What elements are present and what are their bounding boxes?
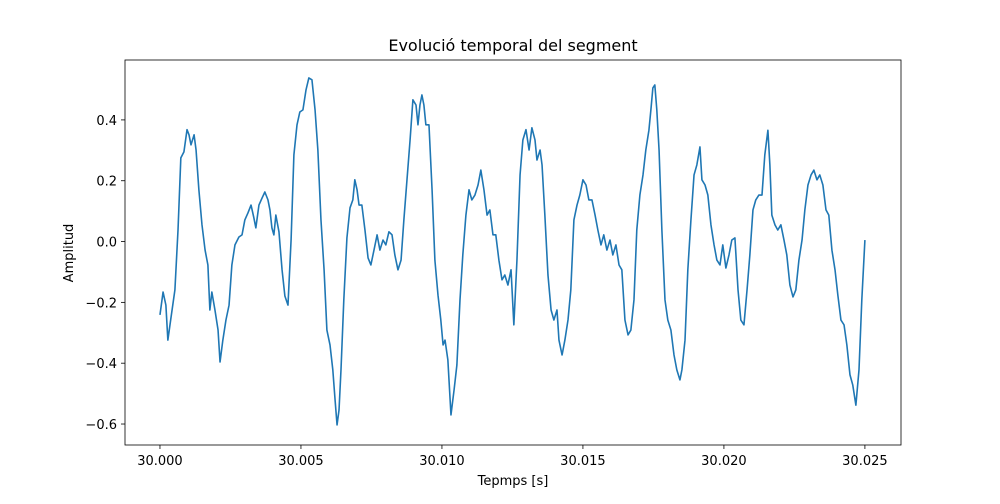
y-tick-label: 0.4	[96, 114, 117, 129]
x-tick-label: 30.025	[842, 454, 888, 469]
data-line	[159, 77, 866, 426]
y-tick-label: 0.0	[96, 236, 117, 251]
plot-frame	[124, 59, 902, 446]
x-tick-label: 30.000	[137, 454, 183, 469]
y-tick-label: −0.2	[85, 296, 117, 311]
y-tick-label: −0.4	[85, 357, 117, 372]
chart-title: Evolució temporal del segment	[388, 36, 637, 55]
x-tick-label: 30.015	[560, 454, 606, 469]
x-tick-label: 30.010	[419, 454, 465, 469]
x-tick-label: 30.005	[278, 454, 324, 469]
y-tick-label: −0.6	[85, 418, 117, 433]
y-axis-label: Amplitud	[62, 224, 77, 283]
x-tick-label: 30.020	[701, 454, 747, 469]
y-tick-label: 0.2	[96, 175, 117, 190]
x-axis-label: Tepmps [s]	[477, 474, 549, 489]
